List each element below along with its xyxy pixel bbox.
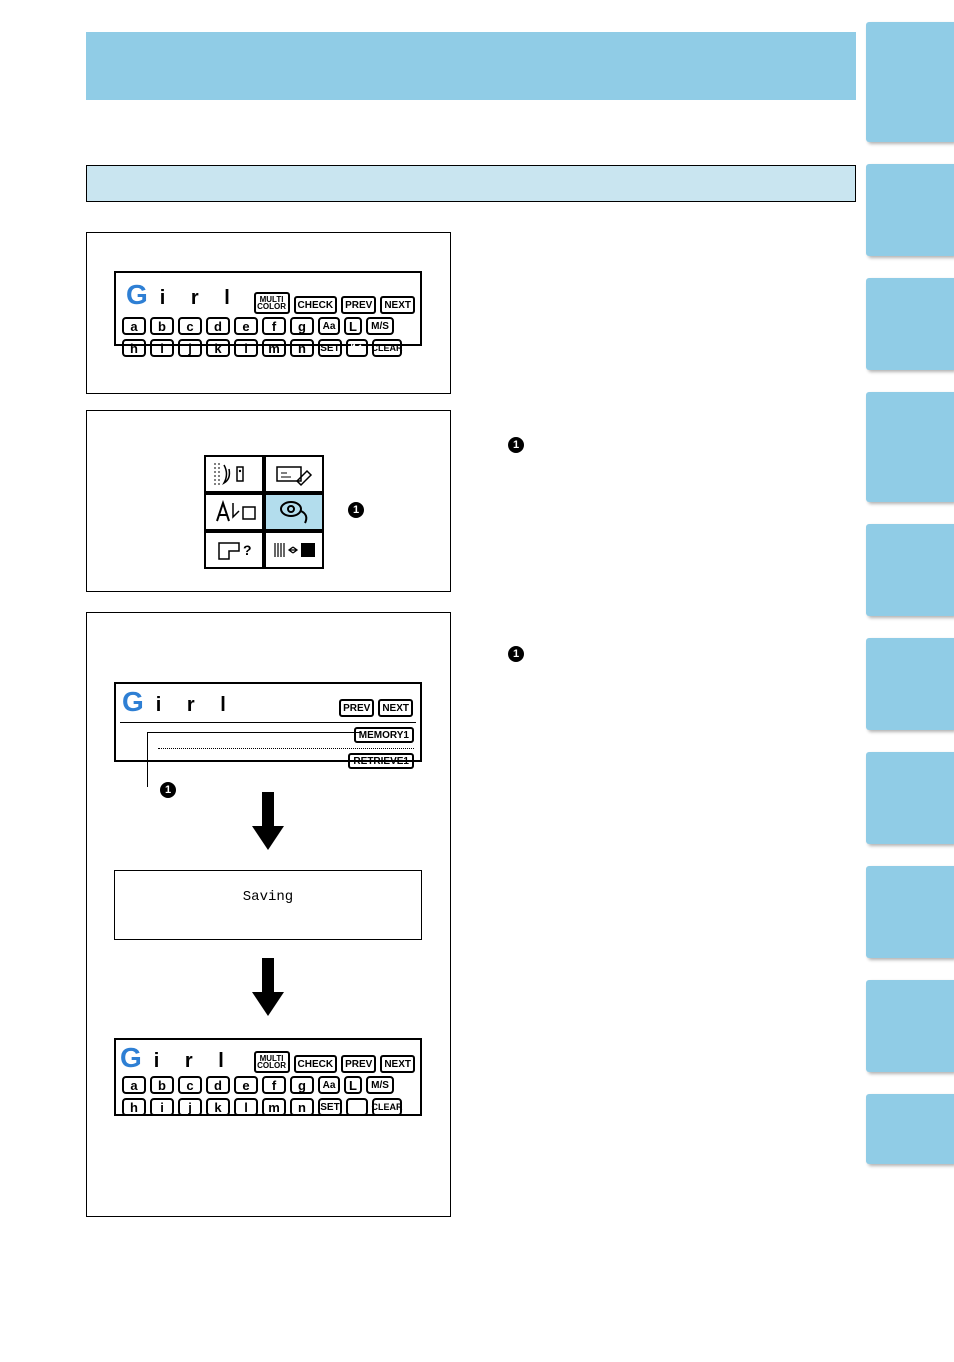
callout-bullet-step2: 1 xyxy=(508,437,524,453)
scissors-icon xyxy=(350,1101,364,1113)
next-button[interactable]: NEXT xyxy=(380,1055,415,1073)
stitch-settings-icon[interactable] xyxy=(204,455,264,493)
key-k[interactable]: k xyxy=(206,1098,230,1116)
key-c[interactable]: c xyxy=(178,317,202,335)
key-f[interactable]: f xyxy=(262,317,286,335)
page-header-bar xyxy=(86,32,856,100)
entered-letter-g: G xyxy=(120,1042,142,1074)
section-title-bar xyxy=(86,165,856,202)
key-a[interactable]: a xyxy=(122,317,146,335)
key-d[interactable]: d xyxy=(206,1076,230,1094)
key-g[interactable]: g xyxy=(290,1076,314,1094)
keyboard-row-2: h i j k l m n SET CLEAR xyxy=(116,337,420,359)
keyboard-row-1: a b c d e f g Aa L M/S xyxy=(116,315,420,337)
size-l-button[interactable]: L xyxy=(344,317,362,335)
arrow-down-icon xyxy=(262,958,274,994)
side-tab[interactable] xyxy=(866,524,954,616)
side-tab[interactable] xyxy=(866,392,954,502)
side-tab[interactable] xyxy=(866,638,954,730)
key-i[interactable]: i xyxy=(150,1098,174,1116)
side-tab[interactable] xyxy=(866,980,954,1072)
arrow-down-head-icon xyxy=(252,826,284,850)
callout-bullet-step3: 1 xyxy=(508,646,524,662)
side-tab[interactable] xyxy=(866,164,954,256)
entered-letters-rest: i r l xyxy=(156,694,236,717)
lcd-memory-screen: G i r l PREV NEXT MEMORY1 RETRIEVE1 xyxy=(114,682,422,762)
callout-bullet-panel2: 1 xyxy=(348,502,364,518)
scissors-icon xyxy=(350,342,364,354)
key-b[interactable]: b xyxy=(150,1076,174,1094)
multicolor-button[interactable]: MULTICOLOR xyxy=(254,292,290,314)
side-tab[interactable] xyxy=(866,278,954,370)
saving-text: Saving xyxy=(243,889,293,905)
key-d[interactable]: d xyxy=(206,317,230,335)
prev-button[interactable]: PREV xyxy=(341,1055,376,1073)
key-f[interactable]: f xyxy=(262,1076,286,1094)
retrieve-button[interactable]: RETRIEVE1 xyxy=(348,753,414,769)
settings-icon-grid: ? xyxy=(204,455,324,569)
key-m[interactable]: m xyxy=(262,339,286,357)
callout-bullet-panel3: 1 xyxy=(160,782,176,798)
machine-help-icon[interactable]: ? xyxy=(204,531,264,569)
key-h[interactable]: h xyxy=(122,1098,146,1116)
key-g[interactable]: g xyxy=(290,317,314,335)
size-l-button[interactable]: L xyxy=(344,1076,362,1094)
key-l[interactable]: l xyxy=(234,339,258,357)
side-tab[interactable] xyxy=(866,752,954,844)
size-ms-button[interactable]: M/S xyxy=(366,1076,394,1094)
key-l[interactable]: l xyxy=(234,1098,258,1116)
callout-line xyxy=(147,732,148,787)
lcd-screen-1: G i r l MULTICOLOR CHECK PREV NEXT a b c… xyxy=(114,271,422,346)
character-settings-icon[interactable] xyxy=(204,493,264,531)
set-button[interactable]: SET xyxy=(318,339,342,357)
side-tab[interactable] xyxy=(866,22,954,142)
check-button[interactable]: CHECK xyxy=(294,1055,338,1073)
entered-letters-rest: i r l xyxy=(154,1050,234,1073)
arrow-down-icon xyxy=(262,792,274,828)
key-k[interactable]: k xyxy=(206,339,230,357)
key-a[interactable]: a xyxy=(122,1076,146,1094)
size-ms-button[interactable]: M/S xyxy=(366,317,394,335)
arrow-down-head-icon xyxy=(252,992,284,1016)
key-h[interactable]: h xyxy=(122,339,146,357)
next-button[interactable]: NEXT xyxy=(378,699,413,717)
key-n[interactable]: n xyxy=(290,339,314,357)
lcd-screen-return: G i r l MULTICOLOR CHECK PREV NEXT a b c… xyxy=(114,1038,422,1116)
check-button[interactable]: CHECK xyxy=(294,296,338,314)
key-j[interactable]: j xyxy=(178,1098,202,1116)
edit-icon[interactable] xyxy=(264,455,324,493)
side-tab[interactable] xyxy=(866,866,954,958)
clear-button[interactable]: CLEAR xyxy=(372,339,402,357)
case-toggle-button[interactable]: Aa xyxy=(318,317,340,335)
svg-text:?: ? xyxy=(243,542,252,558)
multicolor-button[interactable]: MULTICOLOR xyxy=(254,1051,290,1073)
case-toggle-button[interactable]: Aa xyxy=(318,1076,340,1094)
key-j[interactable]: j xyxy=(178,339,202,357)
entered-letter-g: G xyxy=(122,686,144,718)
clear-button[interactable]: CLEAR xyxy=(372,1098,402,1116)
callout-line-h xyxy=(147,732,361,733)
side-tab-index xyxy=(866,22,954,1186)
saving-message-screen: Saving xyxy=(114,870,422,940)
prev-button[interactable]: PREV xyxy=(341,296,376,314)
scissors-button[interactable] xyxy=(346,339,368,357)
entered-letter-g: G xyxy=(126,279,148,311)
memory-slot-button[interactable]: MEMORY1 xyxy=(354,727,414,743)
set-button[interactable]: SET xyxy=(318,1098,342,1116)
memory-icon[interactable] xyxy=(264,493,324,531)
key-m[interactable]: m xyxy=(262,1098,286,1116)
next-button[interactable]: NEXT xyxy=(380,296,415,314)
key-c[interactable]: c xyxy=(178,1076,202,1094)
scissors-button[interactable] xyxy=(346,1098,368,1116)
entered-text-display: G i r l xyxy=(120,275,246,315)
prev-button[interactable]: PREV xyxy=(339,699,374,717)
entered-letters-rest: i r l xyxy=(160,287,240,310)
key-n[interactable]: n xyxy=(290,1098,314,1116)
key-e[interactable]: e xyxy=(234,317,258,335)
key-i[interactable]: i xyxy=(150,339,174,357)
density-icon[interactable] xyxy=(264,531,324,569)
key-e[interactable]: e xyxy=(234,1076,258,1094)
key-b[interactable]: b xyxy=(150,317,174,335)
side-tab[interactable] xyxy=(866,1094,954,1164)
